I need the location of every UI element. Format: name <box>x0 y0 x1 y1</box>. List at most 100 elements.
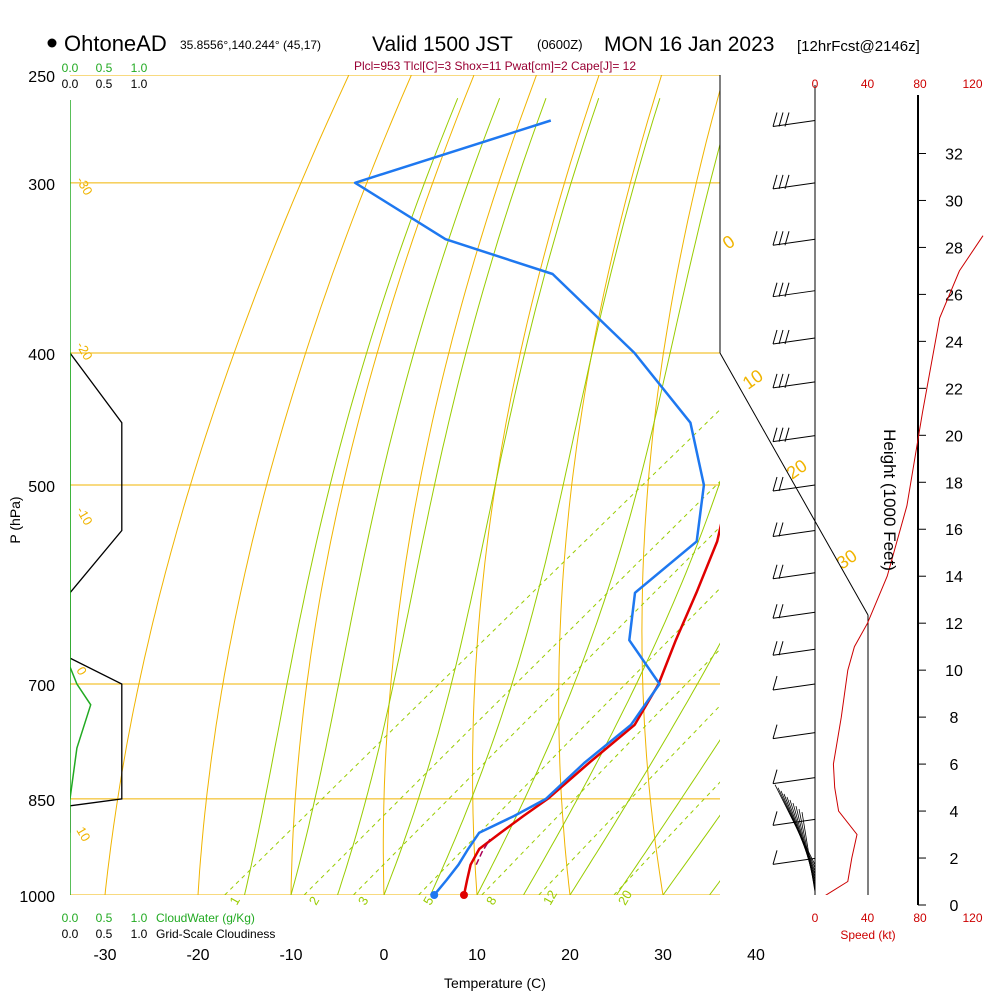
cloudiness-tick-top: 1.0 <box>131 77 148 91</box>
height-tick-label: 0 <box>950 898 959 915</box>
temperature-tick-label: 10 <box>468 947 486 964</box>
wind-barb <box>772 850 816 865</box>
speed-tick-bottom: 80 <box>913 911 927 925</box>
wind-barb <box>772 329 816 345</box>
wind-barb-flag <box>778 373 784 389</box>
x-axis-label: Temperature (C) <box>444 975 546 991</box>
plot-border-diagonal <box>719 352 869 616</box>
height-tick-label: 12 <box>945 616 963 633</box>
dewpoint-line <box>353 119 706 895</box>
wind-barb-shaft <box>772 435 816 443</box>
dry-adiabat-label: -10 <box>73 504 95 528</box>
wind-barb-shaft <box>772 857 816 865</box>
wind-barb-shaft <box>772 648 816 656</box>
dry-adiabat-line <box>641 88 720 895</box>
wind-barb-flag <box>784 231 790 246</box>
mixing-ratio-label: 12 <box>540 888 560 908</box>
height-tick-label: 20 <box>945 428 963 445</box>
wind-barb <box>772 174 816 190</box>
temperature-tick-label: -10 <box>279 947 302 964</box>
wind-barb-shaft <box>772 120 816 128</box>
wind-barb <box>772 564 816 580</box>
station-dot-icon <box>47 38 57 48</box>
dry-adiabat-label: 20 <box>783 455 811 483</box>
mixing-ratio-label: 8 <box>483 894 500 908</box>
moist-adiabat-line <box>709 880 720 895</box>
wind-barb-flag <box>772 811 778 826</box>
moist-adiabat-line <box>290 98 501 895</box>
wind-speed-profile-line <box>825 235 984 895</box>
pressure-tick-label: 850 <box>28 793 55 810</box>
moist-adiabat-line <box>430 98 661 895</box>
height-tick-label: 4 <box>950 804 959 821</box>
wind-barb-shaft <box>772 611 816 619</box>
cloudwater-tick-top: 0.0 <box>62 61 79 75</box>
surface-dewpoint-point <box>430 891 439 899</box>
temperature-tick-label: 40 <box>747 947 765 964</box>
wind-barb <box>772 724 816 740</box>
dry-adiabat-label: 0 <box>73 664 90 678</box>
wind-barb-flag <box>778 476 784 492</box>
wind-barb-shaft <box>772 381 816 389</box>
wind-barb-flag <box>772 112 778 127</box>
wind-barb-flag <box>772 427 778 442</box>
wind-barb-low <box>801 811 816 893</box>
speed-tick-top: 40 <box>861 77 875 91</box>
mixing-ratio-line <box>538 704 720 895</box>
height-tick-label: 22 <box>945 381 963 398</box>
parcel-line <box>475 838 491 866</box>
height-tick-label: 26 <box>945 287 963 304</box>
mixing-ratio-line <box>418 587 720 895</box>
wind-barb-flag <box>784 112 790 127</box>
wind-barb-flag <box>772 373 778 389</box>
cloudiness-tick-bottom: 1.0 <box>131 927 148 941</box>
valid-date: MON 16 Jan 2023 <box>604 33 774 56</box>
speed-axis-label: Speed (kt) <box>840 928 895 942</box>
cloudiness-tick-bottom: 0.5 <box>96 927 113 941</box>
moist-adiabat-line <box>662 814 720 895</box>
station-name: OhtoneAD <box>64 31 167 56</box>
mixing-ratio-label: 3 <box>355 894 372 908</box>
dry-adiabat-line <box>290 75 475 895</box>
speed-tick-bottom: 120 <box>962 911 982 925</box>
wind-barb-shaft <box>772 683 816 691</box>
wind-barb <box>772 373 816 389</box>
speed-tick-bottom: 40 <box>861 911 875 925</box>
dry-adiabat-line <box>104 75 350 895</box>
station-coords: 35.8556°,140.244° (45,17) <box>180 38 321 52</box>
height-tick-label: 16 <box>945 522 963 539</box>
wind-barb <box>772 476 816 492</box>
dry-adiabat-line <box>197 75 412 895</box>
wind-barb-shaft <box>772 530 816 538</box>
speed-tick-top: 120 <box>962 77 982 91</box>
temperature-tick-label: 20 <box>561 947 579 964</box>
wind-barb-shaft <box>772 484 816 492</box>
wind-barb-flag <box>772 724 778 739</box>
y-axis-label: P (hPa) <box>7 496 23 543</box>
moist-adiabat-line <box>337 98 547 895</box>
dry-adiabat-line <box>382 75 538 895</box>
pressure-tick-label: 250 <box>28 69 55 86</box>
wind-barb-flag <box>772 641 778 656</box>
forecast-info: [12hrFcst@2146z] <box>797 38 920 55</box>
moist-adiabat-line <box>616 739 720 895</box>
moist-adiabat-line <box>476 142 720 895</box>
mixing-ratio-line <box>481 648 720 895</box>
moist-adiabat-line <box>383 98 600 895</box>
pressure-tick-label: 400 <box>28 347 55 364</box>
wind-barb <box>772 427 816 443</box>
wind-barb-flag <box>772 231 778 246</box>
height-tick-label: 14 <box>945 569 963 586</box>
wind-barb-flag <box>772 675 778 691</box>
height-tick-label: 8 <box>950 710 959 727</box>
wind-barb-flag <box>778 329 784 345</box>
wind-barb-flag <box>784 282 790 297</box>
wind-barb-flag <box>778 231 784 246</box>
height-tick-label: 24 <box>945 334 963 351</box>
wind-barb-shaft <box>772 182 816 190</box>
temperature-tick-label: 0 <box>380 947 389 964</box>
wind-barb <box>772 112 816 128</box>
pressure-tick-label: 500 <box>28 479 55 496</box>
height-tick-label: 10 <box>945 663 963 680</box>
